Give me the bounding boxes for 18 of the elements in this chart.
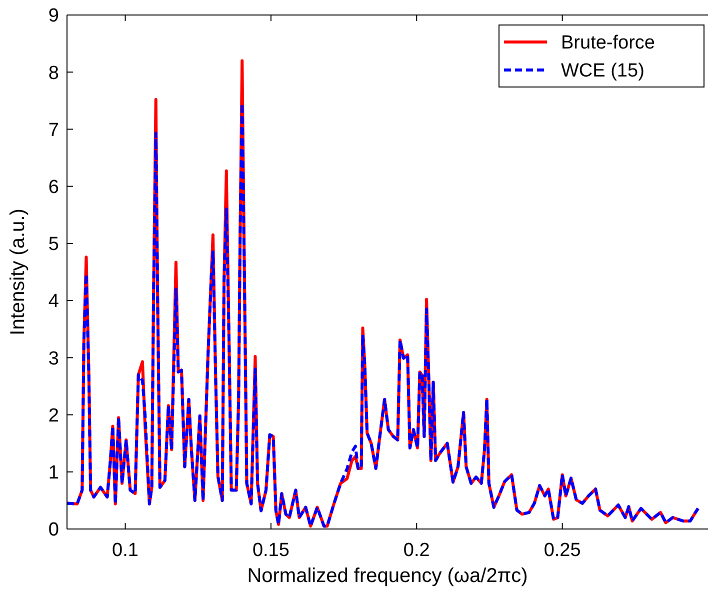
x-tick-label: 0.15 <box>252 540 290 561</box>
x-axis-title: Normalized frequency (ωa/2πc) <box>247 565 528 587</box>
x-tick-label: 0.25 <box>544 540 581 561</box>
y-tick-label: 4 <box>48 291 60 312</box>
y-tick-label: 0 <box>48 520 59 541</box>
y-tick-label: 6 <box>48 176 59 198</box>
y-tick-label: 2 <box>48 405 59 426</box>
x-tick-label: 0.2 <box>403 540 430 561</box>
x-tick-label: 0.1 <box>112 540 138 561</box>
y-tick-label: 3 <box>48 348 59 370</box>
y-tick-label: 1 <box>48 462 59 484</box>
y-tick-label: 7 <box>48 120 59 141</box>
legend-label: Brute-force <box>561 32 655 54</box>
y-axis-title: Intensity (a.u.) <box>7 208 29 336</box>
y-tick-label: 8 <box>48 62 59 84</box>
y-tick-label: 9 <box>48 6 59 27</box>
y-tick-label: 5 <box>48 234 59 256</box>
legend-label: WCE (15) <box>561 60 644 82</box>
